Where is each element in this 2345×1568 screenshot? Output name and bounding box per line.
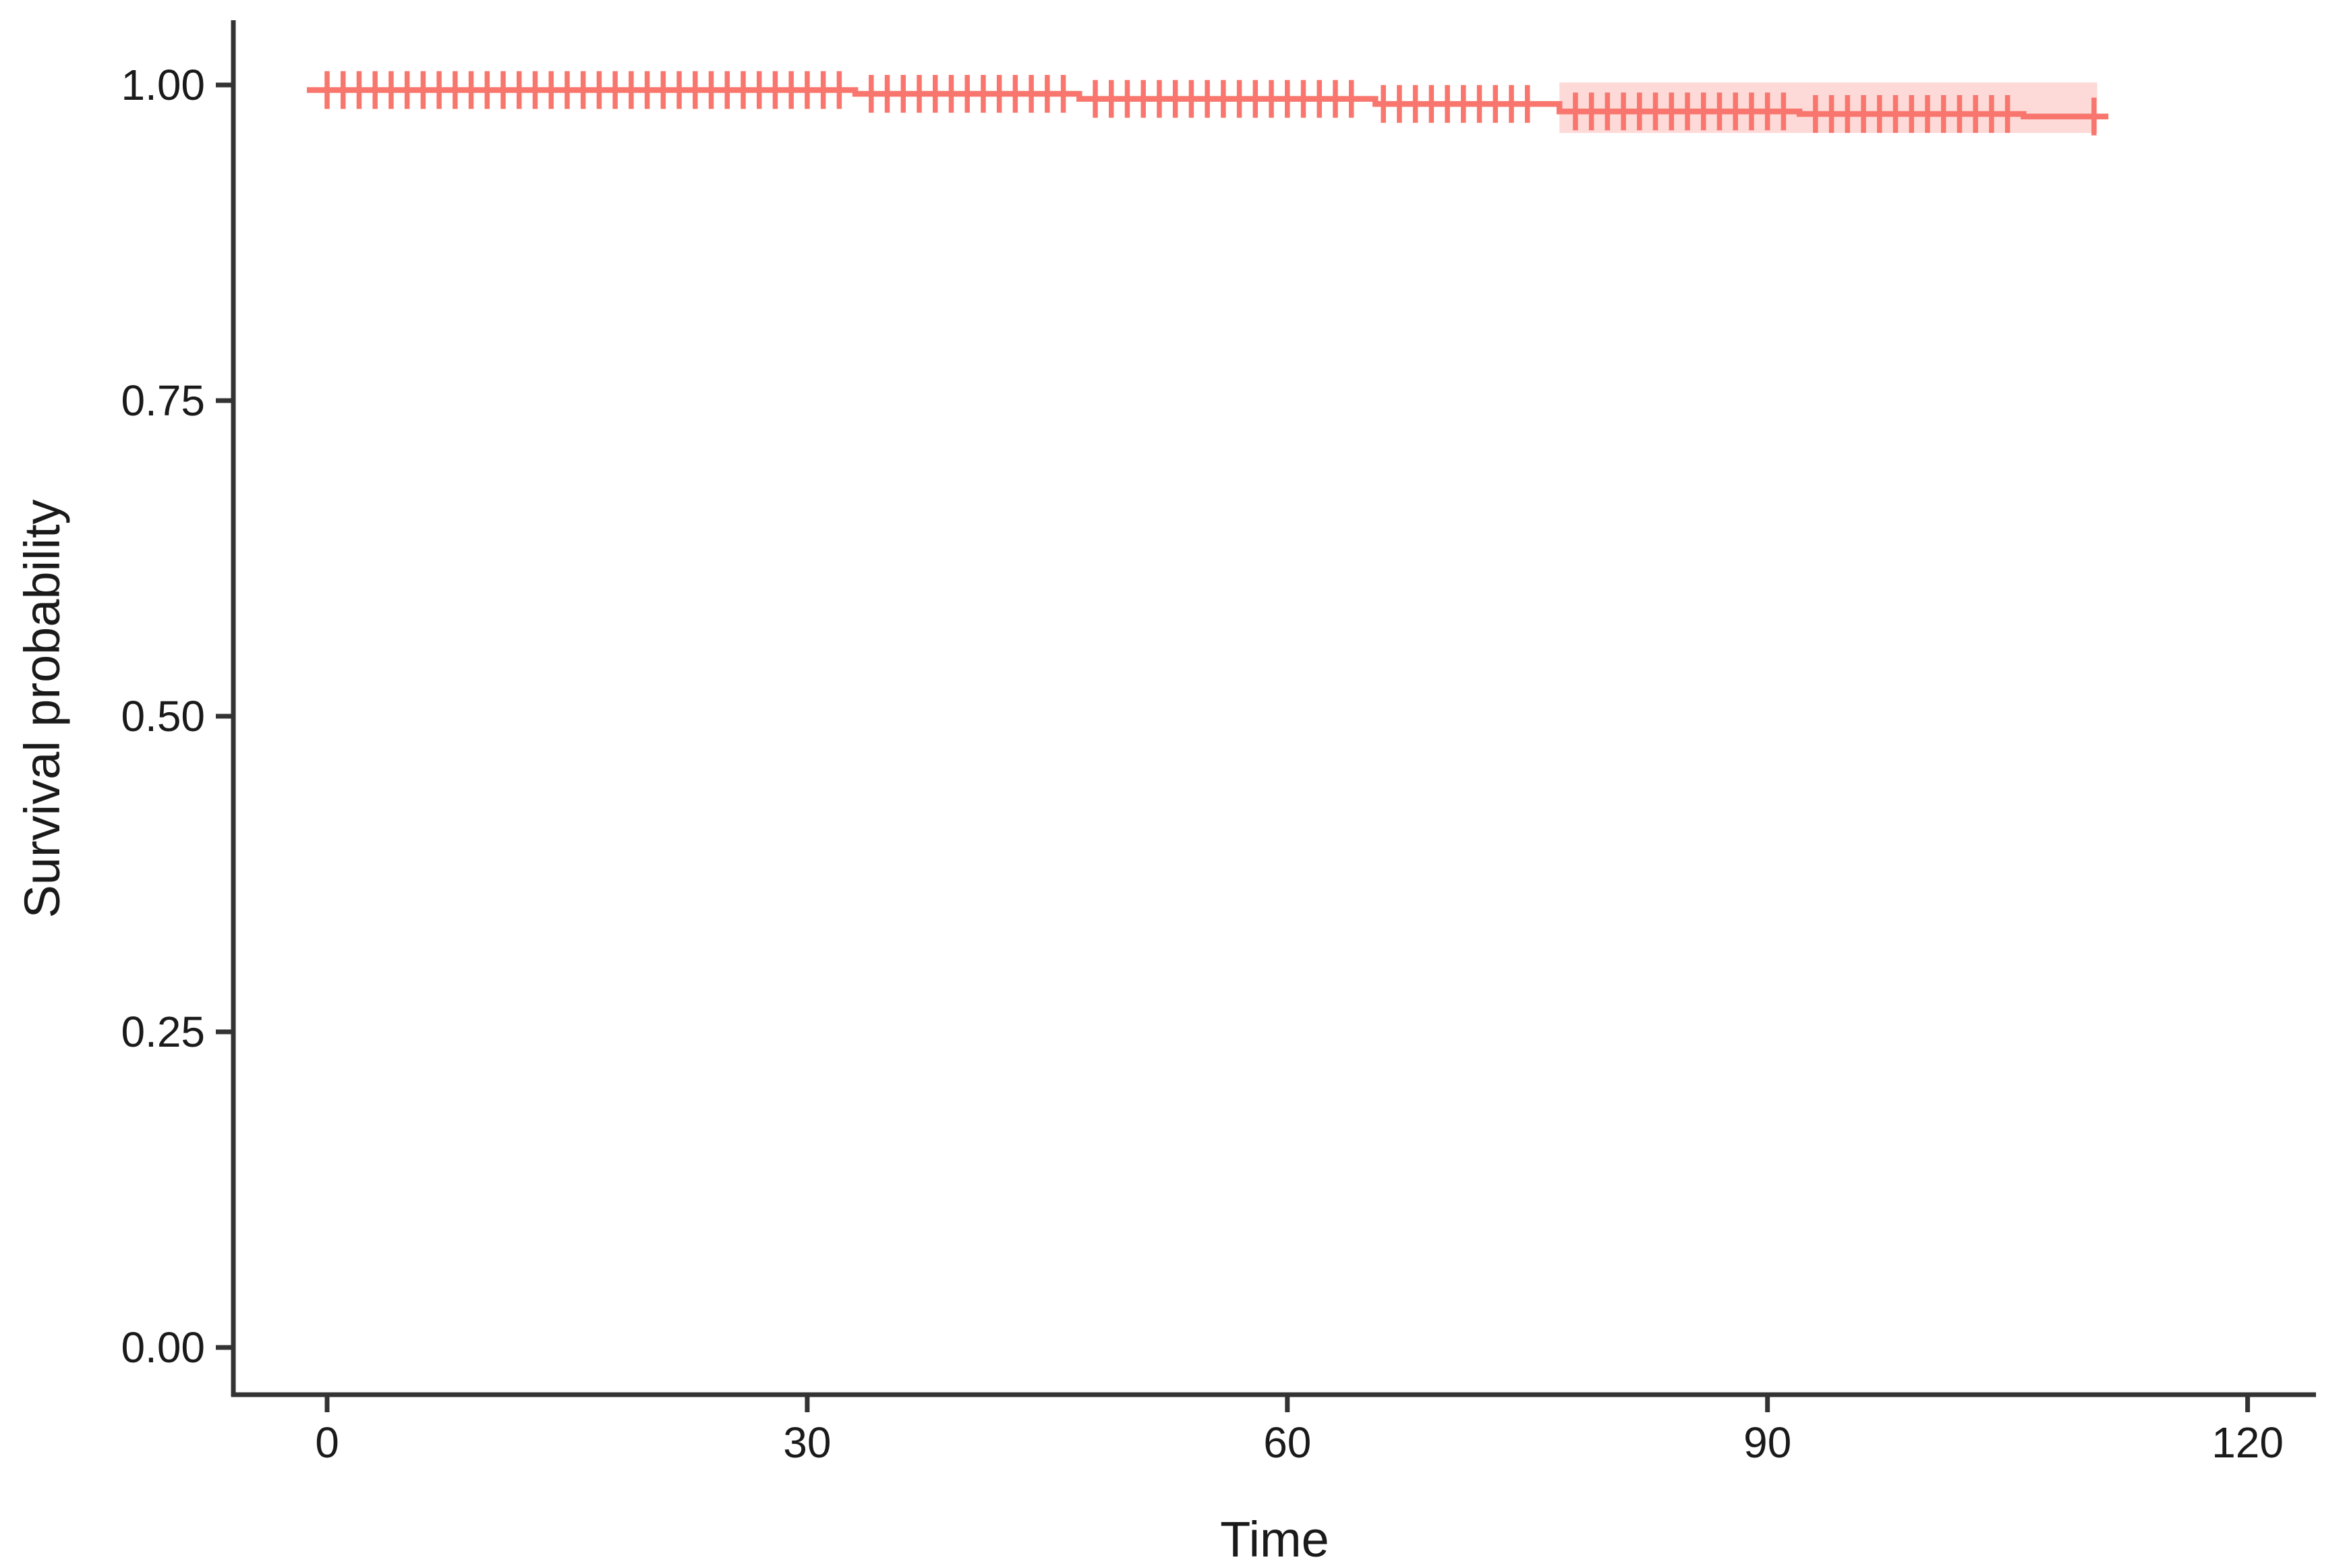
y-axis-title: Survival probability: [14, 499, 70, 918]
x-tick-label: 30: [783, 1418, 831, 1467]
x-tick-label: 60: [1263, 1418, 1311, 1467]
x-tick-label: 0: [315, 1418, 339, 1467]
y-tick-label: 0.50: [121, 692, 205, 741]
y-tick-label: 0.75: [121, 376, 205, 425]
y-tick-label: 1.00: [121, 61, 205, 109]
x-axis-title: Time: [1220, 1511, 1329, 1567]
survival-curve: [307, 87, 2109, 120]
x-tick-label: 120: [2211, 1418, 2284, 1467]
y-tick-label: 0.00: [121, 1323, 205, 1372]
y-tick-label: 0.25: [121, 1008, 205, 1056]
x-tick-label: 90: [1743, 1418, 1791, 1467]
